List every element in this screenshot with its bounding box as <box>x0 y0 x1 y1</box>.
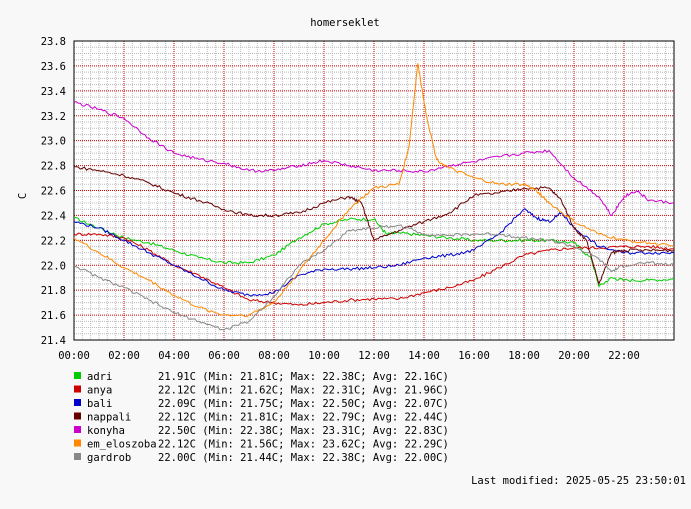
y-tick-label: 21.4 <box>41 335 66 347</box>
y-tick-label: 21.6 <box>41 310 66 322</box>
legend-stats-nappali: 22.12C (Min: 21.81C; Max: 22.79C; Avg: 2… <box>158 412 449 424</box>
y-tick-label: 21.8 <box>41 285 66 297</box>
legend-name-konyha: konyha <box>87 425 125 437</box>
y-tick-label: 23.6 <box>41 61 66 73</box>
series-line-konyha <box>73 101 674 216</box>
legend-stats-anya: 22.12C (Min: 21.62C; Max: 22.31C; Avg: 2… <box>158 385 449 397</box>
x-tick-label: 20:00 <box>558 350 590 362</box>
plot-grid <box>73 40 675 341</box>
legend-name-bali: bali <box>87 398 112 410</box>
legend-swatch-konyha <box>74 426 81 433</box>
x-tick-label: 18:00 <box>508 350 540 362</box>
legend-name-em_eloszoba: em_eloszoba <box>87 439 157 451</box>
x-tick-label: 22:00 <box>608 350 640 362</box>
y-axis-label: C <box>17 193 29 199</box>
y-tick-label: 22.6 <box>41 186 66 198</box>
x-tick-label: 08:00 <box>258 350 290 362</box>
y-tick-label: 23.8 <box>41 36 66 48</box>
y-tick-label: 23.0 <box>41 136 66 148</box>
legend-name-anya: anya <box>87 385 112 397</box>
legend-swatch-anya <box>74 385 81 393</box>
y-tick-label: 22.0 <box>41 260 66 272</box>
legend-stats-em_eloszoba: 22.12C (Min: 21.56C; Max: 23.62C; Avg: 2… <box>158 439 449 451</box>
series-line-em_eloszoba <box>73 63 675 318</box>
chart-title: homerseklet <box>310 17 380 29</box>
x-tick-label: 14:00 <box>408 350 440 362</box>
x-tick-label: 16:00 <box>458 350 490 362</box>
x-tick-label: 02:00 <box>108 350 140 362</box>
series-line-gardrob <box>73 224 675 331</box>
legend-stats-adri: 21.91C (Min: 21.81C; Max: 22.38C; Avg: 2… <box>158 371 449 383</box>
x-tick-labels: 00:00 02:00 04:00 06:00 08:00 10:00 12:00 14:00… <box>58 350 640 362</box>
legend-stats-gardrob: 22.00C (Min: 21.44C; Max: 22.38C; Avg: 2… <box>158 452 449 464</box>
y-tick-labels: 21.4 21.6 21.8 22.0 22.2 22.4 22.6 22.8 23.0 23.2… <box>41 36 66 347</box>
legend-swatch-nappali <box>74 412 81 420</box>
legend-name-nappali: nappali <box>87 412 131 424</box>
legend-name-gardrob: gardrob <box>87 452 131 464</box>
plot-frame <box>73 40 675 341</box>
legend-stats-bali: 22.09C (Min: 21.75C; Max: 22.50C; Avg: 2… <box>158 398 449 410</box>
series-lines <box>73 63 675 331</box>
x-tick-label: 06:00 <box>208 350 240 362</box>
legend-swatch-gardrob <box>74 453 81 460</box>
x-tick-label: 00:00 <box>58 350 90 362</box>
legend-swatch-bali <box>74 399 81 406</box>
y-tick-label: 23.4 <box>41 86 66 98</box>
series-line-bali <box>73 208 675 297</box>
y-tick-label: 22.8 <box>41 161 66 173</box>
legend-name-adri: adri <box>87 371 112 383</box>
x-tick-label: 04:00 <box>158 350 190 362</box>
x-tick-label: 12:00 <box>358 350 390 362</box>
legend: adri 21.91C (Min: 21.81C; Max: 22.38C; Av… <box>74 371 449 464</box>
y-tick-label: 22.2 <box>41 235 66 247</box>
x-tick-label: 10:00 <box>308 350 340 362</box>
y-tick-label: 23.2 <box>41 111 66 123</box>
legend-swatch-adri <box>74 372 81 379</box>
y-tick-label: 22.4 <box>41 210 66 222</box>
last-modified-label: Last modified: 2025-05-25 23:50:01 <box>471 475 686 487</box>
legend-swatch-em_eloszoba <box>74 439 81 447</box>
legend-stats-konyha: 22.50C (Min: 22.38C; Max: 23.31C; Avg: 2… <box>158 425 449 437</box>
